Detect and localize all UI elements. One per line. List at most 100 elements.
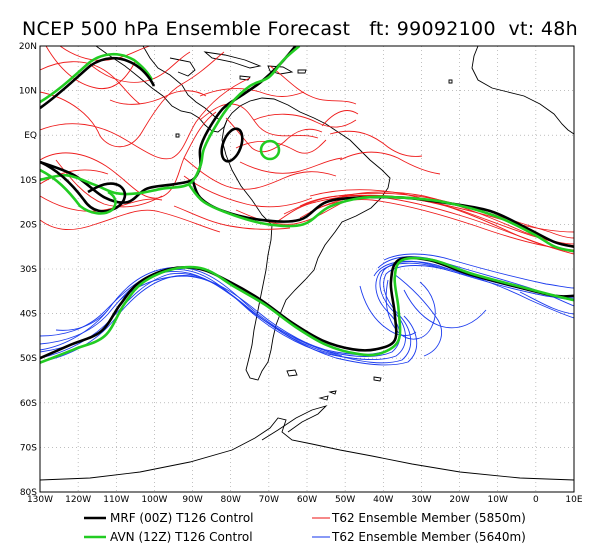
legend-item-blue-member: T62 Ensemble Member (5640m) [312,530,526,544]
lat-tick-label: 30S [20,265,37,275]
falkland-islands [286,369,298,377]
lat-tick-label: 10N [19,87,37,97]
antarctic-islands [318,390,337,401]
red-member-line [235,199,349,225]
red-member-line [40,209,221,233]
red-member-line [225,117,323,153]
lat-tick-label: 80S [20,488,37,498]
lat-tick-label: 20S [20,220,37,230]
red-member-line [321,110,359,127]
blue-member-line [40,262,574,357]
red-member-line [173,205,291,230]
control-contours [40,46,574,364]
red-member-line [239,157,343,174]
africa-coast [471,46,574,135]
lon-tick-label: 50W [335,495,355,505]
lon-tick-label: 120W [65,495,91,505]
avn-closed-contour [259,139,281,161]
legend-item-red-member: T62 Ensemble Member (5850m) [312,511,526,525]
red-member-line [183,175,313,208]
blue-member-line [377,256,574,307]
legend-item-avn: AVN (12Z) T126 Control [84,530,253,544]
lon-tick-label: 20W [449,495,469,505]
red-member-line [183,157,337,190]
red-member-line [40,61,141,105]
blue-member-line [385,279,436,340]
red-member-line [269,65,357,105]
lon-tick-label: 0 [533,495,539,505]
lon-tick-label: 10E [565,495,582,505]
red-member-line [329,130,423,157]
blue-member-line [393,273,442,357]
lon-tick-label: 70W [259,495,279,505]
red-member-line [199,88,305,97]
yucatan-coast [169,57,196,77]
lon-tick-label: 60W [297,495,317,505]
blue-member-line [40,265,574,364]
blue-member-line [519,291,574,315]
lat-tick-label: 70S [20,443,37,453]
lat-tick-label: 60S [20,399,37,409]
red-member-line [339,151,441,175]
plot-frame [39,45,575,493]
lon-tick-label: 80W [221,495,241,505]
lat-tick-label: 40S [20,310,37,320]
jamaica-island [239,75,251,81]
red-member-line [309,189,574,253]
avn-control-5640-contour [40,256,574,364]
mrf-northwest-contour [40,56,156,110]
lat-tick-label: 50S [20,354,37,364]
blue-member-line [403,289,487,329]
lon-tick-label: 10W [488,495,508,505]
avn-northwest-contour [40,52,154,104]
legend: MRF (00Z) T126 Control AVN (12Z) T126 Co… [84,511,526,544]
mrf-control-5850-contour-south [191,179,574,248]
legend-item-mrf: MRF (00Z) T126 Control [84,511,254,525]
galapagos-islands [175,133,180,138]
avn-control-5850-contour-south [187,183,574,253]
avn-control-5850-contour [40,46,301,196]
red-member-line [40,77,251,160]
red-member-line [59,46,151,61]
antarctic-peninsula [261,405,328,441]
legend-label-mrf: MRF (00Z) T126 Control [110,511,254,525]
blue-member-line [359,285,417,336]
legend-label-red-member: T62 Ensemble Member (5850m) [331,511,526,525]
south-america-coast [221,97,391,381]
lat-lon-grid [40,46,574,492]
red-ensemble-members [40,46,574,255]
lon-tick-label: 130W [27,495,53,505]
puerto-rico-island [297,69,307,74]
blue-member-line [55,309,109,331]
cape-verde-islands [448,79,453,84]
blue-member-line [119,275,343,357]
red-member-line [235,139,327,154]
red-member-line [45,46,137,90]
south-georgia [373,376,382,382]
cuba-island [203,51,262,69]
lat-tick-label: 20N [19,42,37,52]
lon-tick-label: 40W [373,495,393,505]
lat-tick-label: EQ [24,131,37,141]
lon-tick-label: 30W [411,495,431,505]
hispaniola-island [267,65,294,75]
blue-member-line [40,274,418,366]
red-member-line [40,169,109,185]
red-member-line [253,113,357,128]
legend-label-avn: AVN (12Z) T126 Control [110,530,253,544]
avn-west-contour [40,168,117,215]
mrf-control-5640-contour [40,256,574,360]
lon-tick-label: 100W [141,495,167,505]
map-title: NCEP 500 hPa Ensemble Forecast ft: 99092… [22,18,578,40]
blue-member-line [383,253,574,289]
mrf-closed-contour [220,127,244,163]
blue-member-line [373,260,574,319]
legend-label-blue-member: T62 Ensemble Member (5640m) [331,530,526,544]
red-member-line [40,51,225,148]
lon-tick-label: 110W [103,495,129,505]
lon-tick-label: 90W [182,495,202,505]
red-member-line [109,90,207,105]
mrf-west-contour [40,160,127,213]
